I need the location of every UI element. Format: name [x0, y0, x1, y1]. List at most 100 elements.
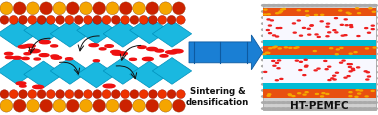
- Circle shape: [372, 54, 377, 55]
- Circle shape: [160, 55, 168, 58]
- Circle shape: [324, 108, 329, 109]
- Circle shape: [285, 24, 291, 25]
- Circle shape: [295, 60, 301, 61]
- Circle shape: [344, 35, 347, 36]
- Circle shape: [333, 72, 339, 73]
- Circle shape: [338, 78, 344, 79]
- Circle shape: [305, 6, 310, 7]
- Ellipse shape: [28, 90, 37, 99]
- Circle shape: [329, 48, 334, 49]
- Circle shape: [338, 84, 344, 85]
- Circle shape: [277, 68, 280, 69]
- Circle shape: [275, 80, 278, 81]
- Ellipse shape: [149, 16, 157, 25]
- Circle shape: [335, 73, 338, 74]
- Ellipse shape: [46, 16, 55, 25]
- Circle shape: [305, 90, 310, 91]
- Circle shape: [367, 60, 372, 61]
- Circle shape: [367, 30, 372, 31]
- Circle shape: [333, 24, 339, 25]
- Ellipse shape: [84, 16, 92, 25]
- Ellipse shape: [0, 90, 9, 99]
- Circle shape: [266, 48, 272, 49]
- Circle shape: [367, 36, 372, 37]
- Circle shape: [271, 102, 276, 104]
- Circle shape: [349, 54, 352, 55]
- Circle shape: [263, 15, 266, 16]
- Circle shape: [358, 96, 363, 97]
- Circle shape: [348, 72, 353, 73]
- Circle shape: [329, 66, 334, 67]
- Circle shape: [365, 28, 368, 29]
- Ellipse shape: [121, 90, 130, 99]
- Circle shape: [271, 24, 276, 25]
- Circle shape: [290, 84, 296, 85]
- Circle shape: [290, 72, 296, 73]
- Circle shape: [353, 54, 358, 55]
- Ellipse shape: [56, 90, 65, 99]
- Circle shape: [276, 96, 281, 97]
- Circle shape: [314, 96, 320, 97]
- Circle shape: [321, 96, 324, 97]
- Circle shape: [29, 50, 40, 53]
- Circle shape: [366, 79, 369, 80]
- Ellipse shape: [37, 90, 46, 99]
- Circle shape: [343, 66, 349, 67]
- Ellipse shape: [146, 3, 159, 16]
- Circle shape: [372, 102, 377, 104]
- Circle shape: [285, 42, 291, 43]
- Circle shape: [295, 24, 301, 25]
- Circle shape: [276, 108, 281, 109]
- Circle shape: [324, 60, 329, 61]
- Circle shape: [340, 25, 343, 26]
- Circle shape: [295, 48, 301, 49]
- Circle shape: [5, 57, 14, 59]
- Circle shape: [281, 12, 286, 13]
- Circle shape: [358, 84, 363, 85]
- Circle shape: [293, 24, 296, 25]
- Circle shape: [292, 96, 295, 97]
- Circle shape: [330, 48, 333, 49]
- Circle shape: [271, 84, 276, 85]
- Circle shape: [343, 96, 349, 97]
- Circle shape: [271, 60, 276, 61]
- Circle shape: [262, 48, 267, 49]
- Circle shape: [324, 84, 329, 85]
- Circle shape: [367, 24, 372, 25]
- Circle shape: [290, 48, 296, 49]
- Circle shape: [281, 102, 286, 104]
- Circle shape: [338, 48, 344, 49]
- Bar: [263, 9, 376, 17]
- Circle shape: [273, 66, 276, 67]
- Circle shape: [271, 108, 276, 109]
- Circle shape: [371, 26, 374, 27]
- Circle shape: [314, 84, 320, 85]
- Ellipse shape: [119, 99, 132, 112]
- Ellipse shape: [167, 90, 176, 99]
- Circle shape: [290, 24, 296, 25]
- Circle shape: [314, 102, 320, 104]
- Circle shape: [338, 66, 344, 67]
- Circle shape: [333, 12, 339, 13]
- Circle shape: [310, 48, 315, 49]
- Circle shape: [262, 102, 267, 104]
- Circle shape: [363, 54, 368, 55]
- Circle shape: [267, 53, 270, 54]
- Circle shape: [343, 102, 349, 104]
- Circle shape: [367, 66, 372, 67]
- Ellipse shape: [158, 90, 167, 99]
- Circle shape: [359, 90, 363, 91]
- Circle shape: [338, 36, 344, 37]
- Circle shape: [324, 18, 329, 19]
- Circle shape: [353, 96, 358, 97]
- Circle shape: [268, 94, 271, 95]
- Circle shape: [319, 90, 324, 91]
- Circle shape: [300, 84, 305, 85]
- Circle shape: [295, 42, 301, 43]
- Circle shape: [305, 108, 310, 109]
- Circle shape: [353, 12, 358, 13]
- Circle shape: [276, 102, 281, 104]
- Ellipse shape: [74, 90, 83, 99]
- Circle shape: [111, 51, 121, 54]
- Circle shape: [112, 53, 122, 56]
